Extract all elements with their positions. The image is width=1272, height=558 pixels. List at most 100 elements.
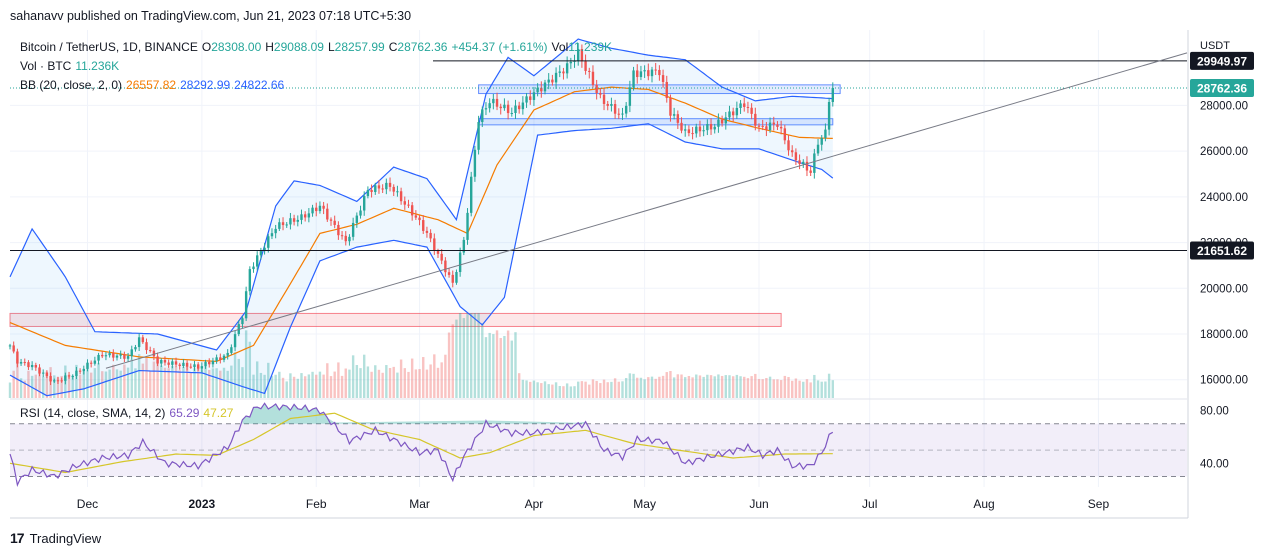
tradingview-logo[interactable]: 17 <box>10 530 25 546</box>
candle-body[interactable] <box>82 368 85 372</box>
candle-body[interactable] <box>436 250 440 254</box>
candle-body[interactable] <box>650 69 654 77</box>
vol-btc-label[interactable]: Vol · BTC <box>20 59 72 73</box>
candle-body[interactable] <box>270 233 274 237</box>
candle-body[interactable] <box>717 119 720 127</box>
zone-pink[interactable] <box>9 312 782 327</box>
candle-body[interactable] <box>396 191 399 193</box>
candle-body[interactable] <box>547 79 550 83</box>
candle-body[interactable] <box>599 92 602 95</box>
candle-body[interactable] <box>639 71 643 78</box>
candle-body[interactable] <box>765 126 768 130</box>
bb-basis-line[interactable] <box>9 86 833 363</box>
candle-body[interactable] <box>344 235 347 242</box>
candle-body[interactable] <box>565 63 569 74</box>
candle-body[interactable] <box>458 252 462 273</box>
candle-body[interactable] <box>348 236 351 242</box>
candle-body[interactable] <box>529 96 532 100</box>
candle-body[interactable] <box>292 218 296 222</box>
candle-body[interactable] <box>259 251 263 256</box>
candle-body[interactable] <box>783 128 787 141</box>
candle-body[interactable] <box>200 366 204 369</box>
candle-body[interactable] <box>624 105 628 114</box>
candle-body[interactable] <box>38 367 41 374</box>
candle-body[interactable] <box>252 266 255 270</box>
candle-body[interactable] <box>185 362 189 367</box>
candle-body[interactable] <box>119 354 122 356</box>
candle-body[interactable] <box>658 69 661 76</box>
candle-body[interactable] <box>761 125 764 127</box>
candle-body[interactable] <box>97 354 100 361</box>
candle-body[interactable] <box>554 72 558 83</box>
candle-body[interactable] <box>115 355 119 358</box>
candle-body[interactable] <box>754 113 757 126</box>
candle-body[interactable] <box>743 103 746 107</box>
bb-lower-line[interactable] <box>9 123 834 397</box>
candle-body[interactable] <box>776 124 779 127</box>
candle-body[interactable] <box>621 113 624 115</box>
candle-body[interactable] <box>318 205 322 212</box>
candle-body[interactable] <box>137 337 141 348</box>
candle-body[interactable] <box>16 351 19 364</box>
candle-body[interactable] <box>355 215 359 223</box>
candle-body[interactable] <box>363 196 366 211</box>
candle-body[interactable] <box>532 92 536 100</box>
candle-body[interactable] <box>27 362 30 368</box>
candle-body[interactable] <box>802 161 805 165</box>
candle-body[interactable] <box>517 105 521 110</box>
candle-body[interactable] <box>329 219 333 221</box>
candle-body[interactable] <box>285 224 288 226</box>
candle-body[interactable] <box>370 190 373 192</box>
candle-body[interactable] <box>45 372 49 377</box>
candle-body[interactable] <box>440 253 443 261</box>
candle-body[interactable] <box>208 361 211 365</box>
candle-body[interactable] <box>669 97 672 116</box>
candle-body[interactable] <box>256 255 259 267</box>
candle-body[interactable] <box>399 191 403 202</box>
candle-body[interactable] <box>337 224 340 236</box>
candle-body[interactable] <box>222 355 226 360</box>
candle-body[interactable] <box>798 160 801 165</box>
candle-body[interactable] <box>289 218 292 225</box>
candle-body[interactable] <box>381 188 384 190</box>
candle-body[interactable] <box>71 375 74 377</box>
candle-body[interactable] <box>433 238 436 251</box>
bb-label[interactable]: BB (20, close, 2, 0) <box>20 78 123 92</box>
candle-body[interactable] <box>495 98 499 107</box>
candle-body[interactable] <box>791 150 794 153</box>
candle-body[interactable] <box>613 104 617 114</box>
candle-body[interactable] <box>374 185 377 192</box>
candle-body[interactable] <box>267 236 270 248</box>
candle-body[interactable] <box>75 370 78 376</box>
symbol-title[interactable]: Bitcoin / TetherUS, 1D, BINANCE <box>20 40 198 54</box>
candle-body[interactable] <box>156 356 159 364</box>
candle-body[interactable] <box>584 61 587 71</box>
candle-body[interactable] <box>499 106 502 109</box>
candle-body[interactable] <box>779 126 783 129</box>
candle-body[interactable] <box>540 87 543 92</box>
candle-body[interactable] <box>171 361 174 365</box>
candle-body[interactable] <box>60 380 63 382</box>
candle-body[interactable] <box>768 122 772 130</box>
candle-body[interactable] <box>481 109 484 123</box>
candle-body[interactable] <box>588 70 591 72</box>
candle-body[interactable] <box>296 219 299 222</box>
candle-body[interactable] <box>326 208 329 220</box>
candle-body[interactable] <box>8 345 12 347</box>
candle-body[interactable] <box>536 87 539 93</box>
candle-body[interactable] <box>695 126 698 134</box>
candle-body[interactable] <box>303 214 307 218</box>
candle-body[interactable] <box>617 113 620 115</box>
candle-body[interactable] <box>728 111 731 118</box>
candle-body[interactable] <box>182 362 185 367</box>
trendline[interactable] <box>105 52 1188 369</box>
candle-body[interactable] <box>610 104 613 106</box>
candle-body[interactable] <box>333 220 336 225</box>
candle-body[interactable] <box>735 107 739 116</box>
candle-body[interactable] <box>757 125 761 127</box>
candle-body[interactable] <box>244 291 248 319</box>
candle-body[interactable] <box>410 205 414 216</box>
candle-body[interactable] <box>794 152 798 161</box>
candle-body[interactable] <box>824 129 827 138</box>
candle-body[interactable] <box>746 106 750 108</box>
